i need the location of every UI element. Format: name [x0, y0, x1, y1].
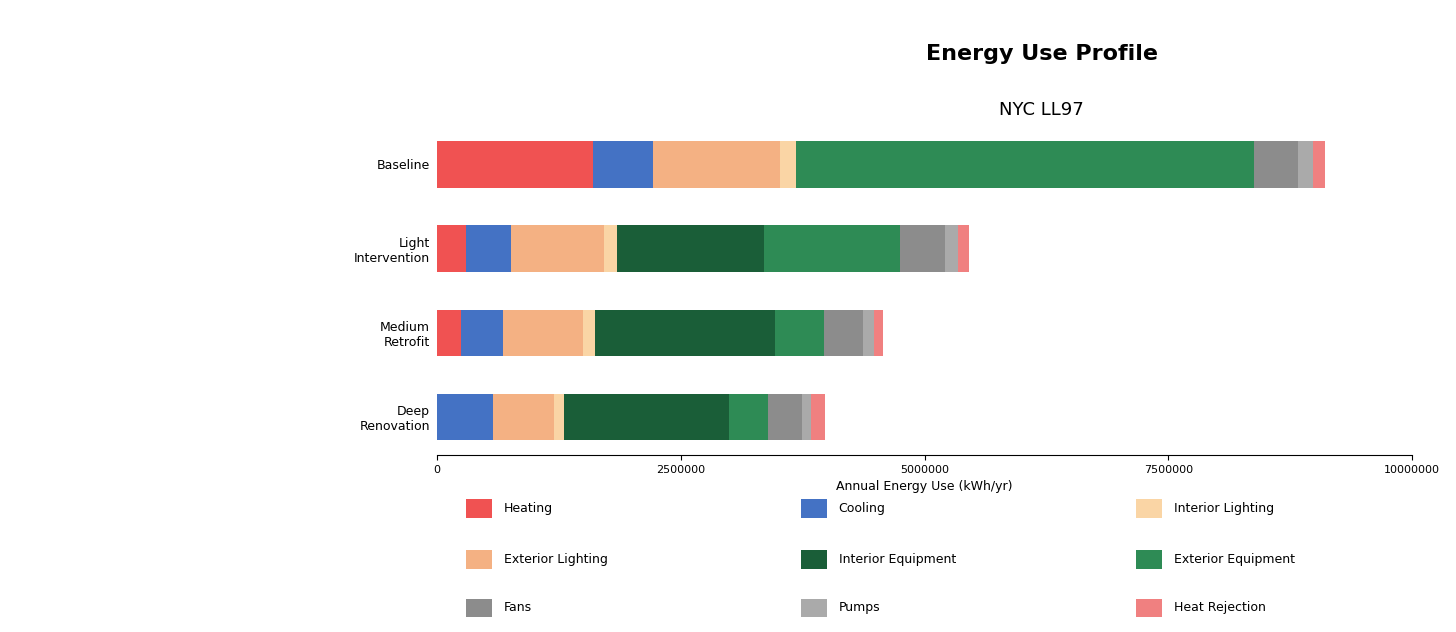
- Bar: [824, 310, 863, 356]
- Bar: [504, 310, 582, 356]
- X-axis label: Annual Energy Use (kWh/yr): Annual Energy Use (kWh/yr): [836, 480, 1013, 494]
- Text: Cooling: Cooling: [839, 502, 885, 515]
- Text: Exterior Equipment: Exterior Equipment: [1174, 553, 1294, 566]
- Text: Fans: Fans: [504, 602, 531, 614]
- Bar: [437, 142, 593, 188]
- Bar: [763, 226, 900, 272]
- Bar: [462, 310, 504, 356]
- Bar: [511, 226, 604, 272]
- Text: Interior Lighting: Interior Lighting: [1174, 502, 1274, 515]
- Bar: [945, 226, 958, 272]
- Bar: [654, 142, 780, 188]
- Bar: [1254, 142, 1299, 188]
- Bar: [796, 142, 1254, 188]
- Bar: [802, 394, 811, 440]
- Bar: [729, 394, 767, 440]
- Bar: [604, 226, 617, 272]
- Bar: [775, 310, 824, 356]
- Text: Exterior Lighting: Exterior Lighting: [504, 553, 607, 566]
- Bar: [767, 394, 802, 440]
- Bar: [553, 394, 563, 440]
- Bar: [958, 226, 970, 272]
- Bar: [563, 394, 729, 440]
- Bar: [466, 226, 511, 272]
- Bar: [494, 394, 553, 440]
- Bar: [811, 394, 824, 440]
- Bar: [437, 226, 466, 272]
- Bar: [1299, 142, 1313, 188]
- Text: NYC LL97: NYC LL97: [999, 101, 1085, 119]
- Text: Heat Rejection: Heat Rejection: [1174, 602, 1265, 614]
- Text: Interior Equipment: Interior Equipment: [839, 553, 957, 566]
- Bar: [596, 310, 775, 356]
- Text: Energy Use Profile: Energy Use Profile: [926, 44, 1158, 64]
- Bar: [874, 310, 882, 356]
- Bar: [617, 226, 763, 272]
- Bar: [780, 142, 796, 188]
- Bar: [582, 310, 596, 356]
- Text: Heating: Heating: [504, 502, 553, 515]
- Bar: [863, 310, 874, 356]
- Bar: [593, 142, 654, 188]
- Bar: [900, 226, 945, 272]
- Bar: [437, 394, 494, 440]
- Text: Pumps: Pumps: [839, 602, 881, 614]
- Bar: [437, 310, 462, 356]
- Bar: [1313, 142, 1325, 188]
